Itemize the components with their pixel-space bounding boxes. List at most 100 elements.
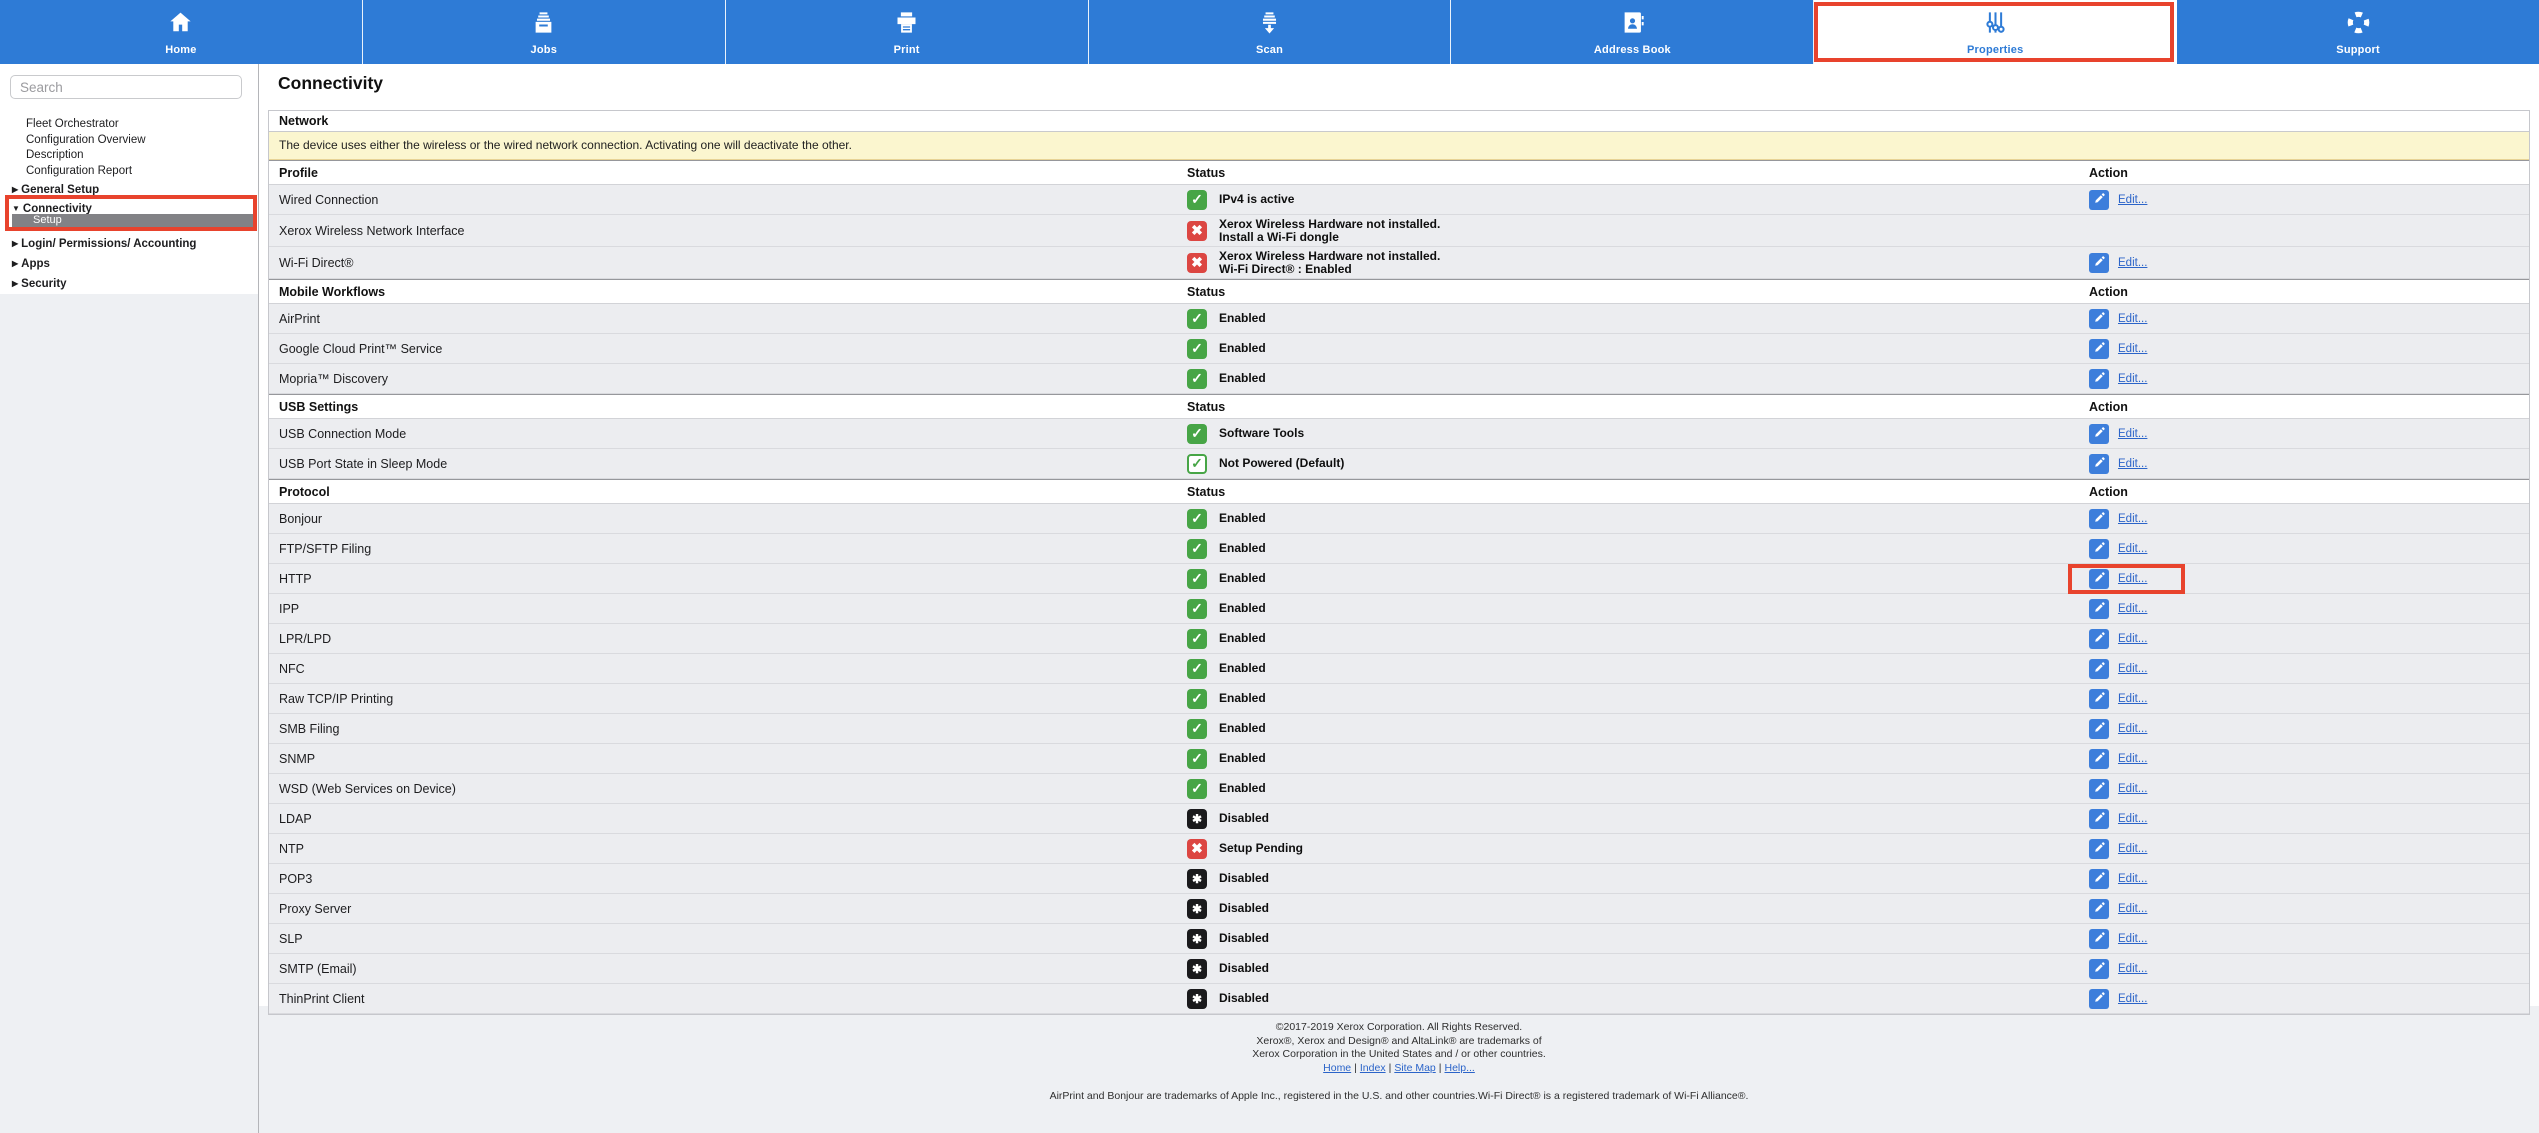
edit-link[interactable]: Edit... [2118, 512, 2148, 525]
footer-link-home[interactable]: Home [1323, 1061, 1352, 1074]
footer-link-index[interactable]: Index [1359, 1061, 1386, 1074]
tab-home[interactable]: Home [0, 0, 363, 64]
sidebar-item-configuration-report[interactable]: Configuration Report [26, 165, 132, 178]
edit-link[interactable]: Edit... [2118, 542, 2148, 555]
tab-jobs[interactable]: Jobs [363, 0, 726, 64]
sidebar-item-configuration-overview[interactable]: Configuration Overview [26, 134, 146, 147]
edit-link[interactable]: Edit... [2118, 932, 2148, 945]
search-input[interactable] [10, 75, 242, 99]
edit-button[interactable] [2089, 189, 2109, 210]
row-label: WSD (Web Services on Device) [279, 781, 456, 796]
sidebar-item-security[interactable]: ▶ Security [12, 277, 67, 291]
footer-link-separator: | [1388, 1061, 1392, 1074]
table-row-pop3: POP3 ✱ Disabled Edit... [269, 864, 2529, 894]
edit-link[interactable]: Edit... [2118, 256, 2148, 269]
edit-button[interactable] [2089, 598, 2109, 619]
edit-button[interactable] [2089, 308, 2109, 329]
action-cell: Edit... [2089, 924, 2147, 953]
edit-button[interactable] [2089, 658, 2109, 679]
edit-link[interactable]: Edit... [2118, 193, 2148, 206]
status-cell: ✓ Enabled [1187, 714, 1266, 743]
tab-properties[interactable]: Properties [1814, 0, 2178, 64]
edit-link[interactable]: Edit... [2118, 872, 2148, 885]
footer-copyright-line: ©2017-2019 Xerox Corporation. All Rights… [1275, 1021, 1523, 1033]
edit-button[interactable] [2089, 508, 2109, 529]
edit-button[interactable] [2089, 368, 2109, 389]
edit-link[interactable]: Edit... [2118, 962, 2148, 975]
edit-link[interactable]: Edit... [2118, 842, 2148, 855]
sidebar-item-login-permissions-accounting[interactable]: ▶ Login/ Permissions/ Accounting [12, 237, 196, 251]
table-row-raw-tcp-ip-printing: Raw TCP/IP Printing ✓ Enabled Edit... [269, 684, 2529, 714]
tab-address-book[interactable]: Address Book [1451, 0, 1815, 64]
edit-button[interactable] [2089, 538, 2109, 559]
status-text: Enabled [1219, 541, 1266, 555]
edit-button[interactable] [2089, 688, 2109, 709]
edit-link[interactable]: Edit... [2118, 692, 2148, 705]
edit-button[interactable] [2089, 778, 2109, 799]
status-green-check-icon: ✓ [1187, 508, 1207, 529]
sidebar-item-description[interactable]: Description [26, 149, 84, 162]
edit-link[interactable]: Edit... [2118, 662, 2148, 675]
status-text: Enabled [1219, 751, 1266, 765]
edit-icon [2093, 991, 2106, 1007]
sidebar-item-apps[interactable]: ▶ Apps [12, 257, 50, 271]
status-text: Disabled [1219, 901, 1270, 915]
edit-link[interactable]: Edit... [2118, 782, 2148, 795]
edit-link[interactable]: Edit... [2118, 572, 2148, 585]
edit-button[interactable] [2089, 898, 2109, 919]
sidebar-item-connectivity[interactable]: ▼ Connectivity [12, 202, 92, 216]
edit-button[interactable] [2089, 718, 2109, 739]
edit-link[interactable]: Edit... [2118, 342, 2148, 355]
action-cell: Edit... [2089, 954, 2147, 983]
edit-button[interactable] [2089, 453, 2109, 474]
sidebar-item-label: Fleet Orchestrator [26, 118, 119, 130]
edit-link[interactable]: Edit... [2118, 602, 2148, 615]
edit-link[interactable]: Edit... [2118, 372, 2148, 385]
table-row-thinprint-client: ThinPrint Client ✱ Disabled Edit... [269, 984, 2529, 1014]
edit-link[interactable]: Edit... [2118, 902, 2148, 915]
edit-button[interactable] [2089, 338, 2109, 359]
row-label: Wired Connection [279, 192, 379, 207]
edit-button[interactable] [2089, 748, 2109, 769]
tab-support[interactable]: Support [2177, 0, 2539, 64]
edit-button[interactable] [2089, 868, 2109, 889]
tab-scan[interactable]: Scan [1089, 0, 1452, 64]
status-green-check-icon: ✓ [1187, 748, 1207, 769]
status-cell: ✱ Disabled [1187, 894, 1269, 923]
edit-link[interactable]: Edit... [2118, 812, 2148, 825]
sidebar-item-fleet-orchestrator[interactable]: Fleet Orchestrator [26, 118, 119, 131]
edit-button[interactable] [2089, 838, 2109, 859]
edit-link[interactable]: Edit... [2118, 722, 2148, 735]
footer-link-site-map[interactable]: Site Map [1394, 1061, 1436, 1074]
edit-link[interactable]: Edit... [2118, 457, 2148, 470]
edit-button[interactable] [2089, 808, 2109, 829]
edit-button[interactable] [2089, 628, 2109, 649]
edit-icon [2093, 311, 2106, 327]
edit-link[interactable]: Edit... [2118, 427, 2148, 440]
edit-button[interactable] [2089, 928, 2109, 949]
row-label: Raw TCP/IP Printing [279, 691, 394, 706]
edit-icon [2093, 192, 2106, 208]
edit-link[interactable]: Edit... [2118, 752, 2148, 765]
status-cell: ✓ Enabled [1187, 304, 1266, 333]
edit-button[interactable] [2089, 568, 2109, 589]
sidebar: Fleet Orchestrator Configuration Overview… [0, 64, 258, 294]
edit-button[interactable] [2089, 252, 2109, 273]
edit-icon [2093, 601, 2106, 617]
status-text: Setup Pending [1219, 841, 1303, 855]
action-cell: Edit... [2089, 419, 2147, 448]
status-cell: ✓ Enabled [1187, 624, 1266, 653]
status-text: IPv4 is active [1219, 192, 1295, 206]
edit-button[interactable] [2089, 958, 2109, 979]
sidebar-item-setup-selected[interactable]: Setup [12, 214, 255, 227]
edit-link[interactable]: Edit... [2118, 312, 2148, 325]
edit-link[interactable]: Edit... [2118, 992, 2148, 1005]
edit-link[interactable]: Edit... [2118, 632, 2148, 645]
tab-print[interactable]: Print [726, 0, 1089, 64]
status-green-check-icon: ✓ [1187, 368, 1207, 389]
edit-button[interactable] [2089, 423, 2109, 444]
status-black-asterisk-icon: ✱ [1187, 808, 1207, 829]
edit-button[interactable] [2089, 988, 2109, 1009]
sidebar-item-general-setup[interactable]: ▶ General Setup [12, 183, 99, 197]
footer-link-help[interactable]: Help... [1444, 1061, 1475, 1074]
